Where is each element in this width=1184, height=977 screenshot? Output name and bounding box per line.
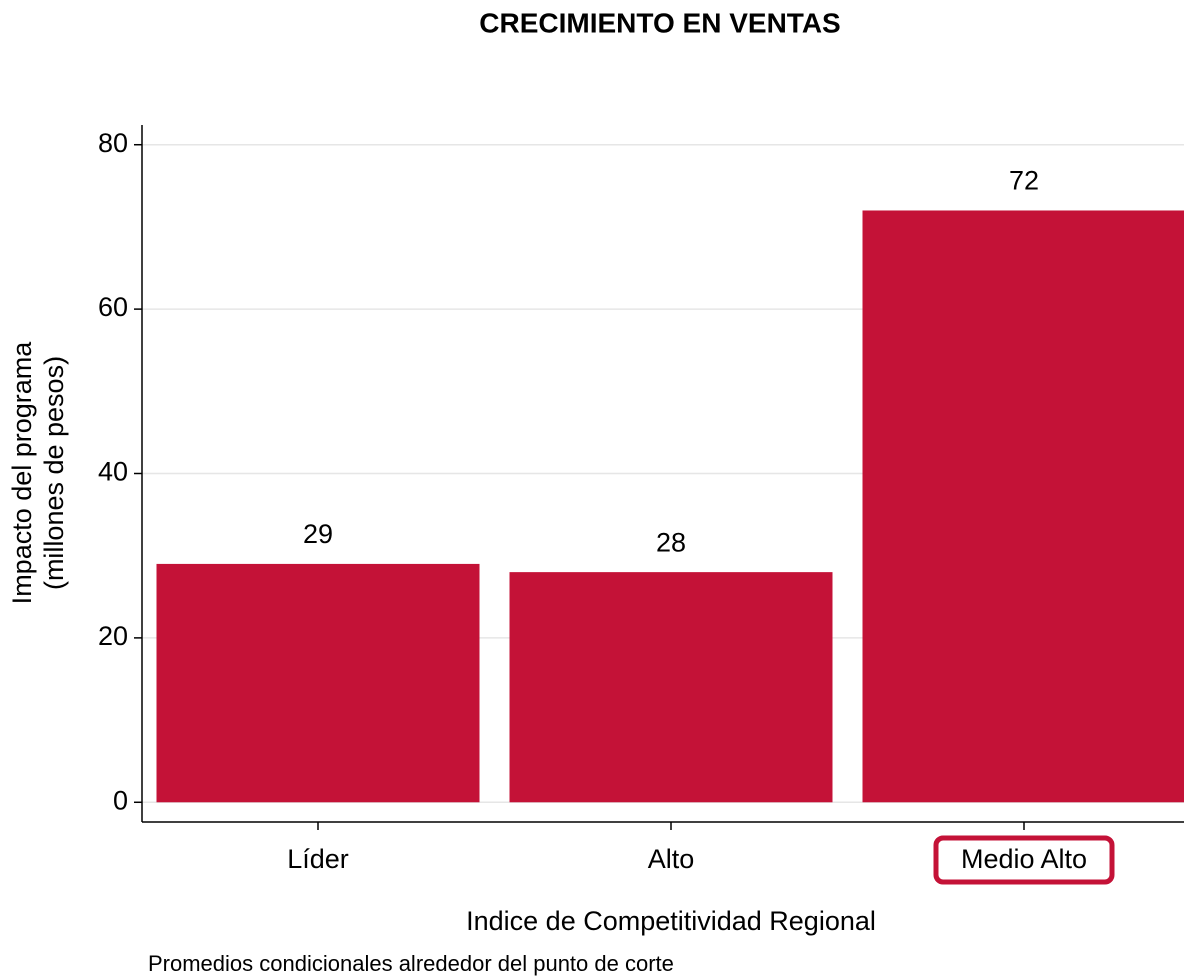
x-axis-label: Indice de Competitividad Regional xyxy=(466,906,876,936)
value-label: 29 xyxy=(303,519,333,549)
bar xyxy=(862,210,1184,803)
value-label: 28 xyxy=(656,527,686,557)
bar xyxy=(509,572,833,803)
x-tick-label: Líder xyxy=(287,844,349,874)
highlight-box xyxy=(933,835,1115,885)
chart-title: CRECIMIENTO EN VENTAS xyxy=(479,7,840,38)
y-tick-label: 40 xyxy=(98,457,128,487)
value-label: 72 xyxy=(1009,166,1039,196)
y-tick-label: 80 xyxy=(98,128,128,158)
y-axis-label: Impacto del programa xyxy=(7,341,37,605)
x-tick-label: Alto xyxy=(648,844,695,874)
x-tick-label: Medio Alto xyxy=(961,844,1087,874)
note: Promedios condicionales alrededor del pu… xyxy=(148,951,674,976)
y-tick-label: 0 xyxy=(113,785,128,815)
bar xyxy=(156,563,480,803)
y-axis-label: (millones de pesos) xyxy=(39,356,69,590)
y-tick-label: 60 xyxy=(98,292,128,322)
y-tick-label: 20 xyxy=(98,621,128,651)
